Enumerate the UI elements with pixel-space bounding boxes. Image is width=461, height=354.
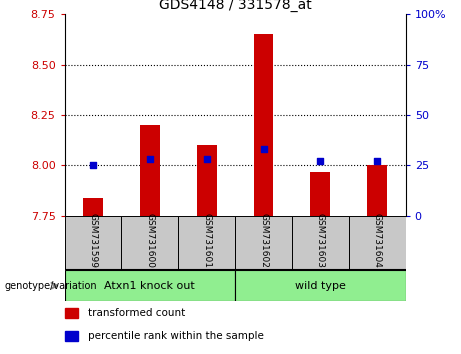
- Point: [89, 163, 97, 169]
- Text: GSM731599: GSM731599: [89, 213, 97, 268]
- Text: Atxn1 knock out: Atxn1 knock out: [105, 281, 195, 291]
- Bar: [65, 270, 235, 301]
- Text: GSM731602: GSM731602: [259, 213, 268, 268]
- Text: genotype/variation: genotype/variation: [5, 281, 97, 291]
- Point: [317, 159, 324, 164]
- Point: [146, 156, 154, 162]
- Point: [260, 147, 267, 152]
- Bar: [65, 308, 78, 318]
- Text: GSM731604: GSM731604: [373, 213, 382, 268]
- Text: GSM731603: GSM731603: [316, 213, 325, 268]
- Bar: [235, 216, 292, 269]
- Text: GSM731601: GSM731601: [202, 213, 211, 268]
- Bar: [121, 216, 178, 269]
- Text: wild type: wild type: [295, 281, 346, 291]
- Bar: [140, 125, 160, 216]
- Bar: [65, 331, 78, 341]
- Text: percentile rank within the sample: percentile rank within the sample: [88, 331, 264, 341]
- Bar: [349, 216, 406, 269]
- Point: [203, 156, 210, 162]
- Bar: [178, 216, 235, 269]
- Bar: [292, 216, 349, 269]
- Text: GSM731600: GSM731600: [145, 213, 154, 268]
- Bar: [254, 34, 273, 216]
- Bar: [83, 198, 103, 216]
- Bar: [65, 216, 121, 269]
- Bar: [197, 145, 217, 216]
- Bar: [235, 270, 406, 301]
- Bar: [367, 166, 387, 216]
- Text: transformed count: transformed count: [88, 308, 185, 318]
- Point: [373, 159, 381, 164]
- Title: GDS4148 / 331578_at: GDS4148 / 331578_at: [159, 0, 312, 12]
- Bar: [310, 172, 331, 216]
